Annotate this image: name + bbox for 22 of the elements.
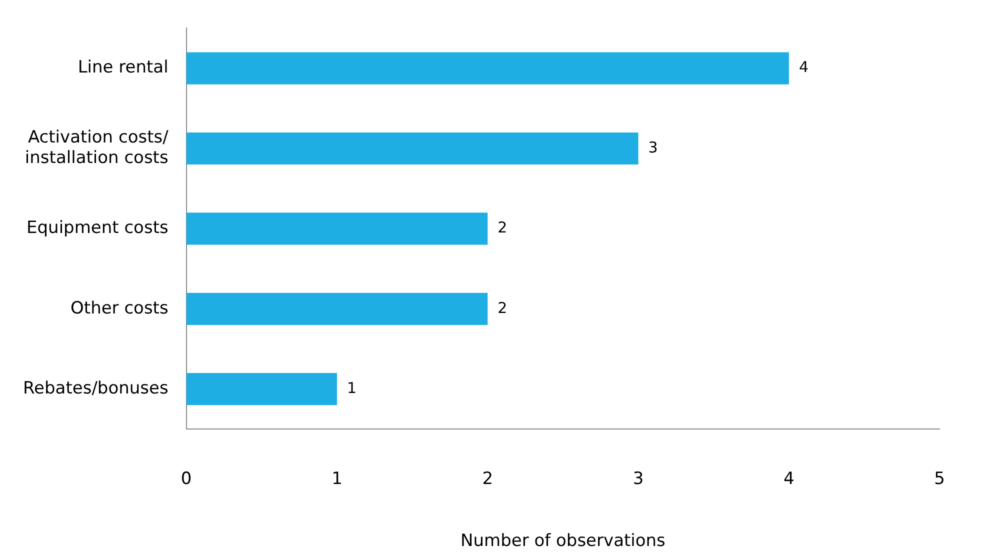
x-axis-title: Number of observations <box>460 531 666 552</box>
x-tick-label: 0 <box>180 468 192 489</box>
x-tick-label: 4 <box>784 468 794 489</box>
y-tick-label: Other costs <box>70 298 168 318</box>
bar <box>186 292 488 325</box>
data-label: 2 <box>498 218 508 237</box>
data-label: 2 <box>498 298 508 317</box>
data-label: 1 <box>346 378 357 397</box>
y-tick-label: Rebates/bonuses <box>22 378 168 399</box>
bar <box>186 52 789 84</box>
x-tick-label: 5 <box>934 468 946 489</box>
data-label: 4 <box>798 58 808 76</box>
bar <box>186 212 488 245</box>
x-tick-label: 2 <box>482 468 494 489</box>
x-tick-label: 1 <box>332 468 342 489</box>
y-tick-label: Activation costs/ installation costs <box>24 128 169 168</box>
x-tick-label: 3 <box>632 468 644 489</box>
bar <box>186 373 337 406</box>
y-tick-label: Line rental <box>78 58 168 78</box>
y-tick-label: Equipment costs <box>26 218 168 238</box>
bar <box>186 132 638 165</box>
data-label: 3 <box>648 138 658 156</box>
